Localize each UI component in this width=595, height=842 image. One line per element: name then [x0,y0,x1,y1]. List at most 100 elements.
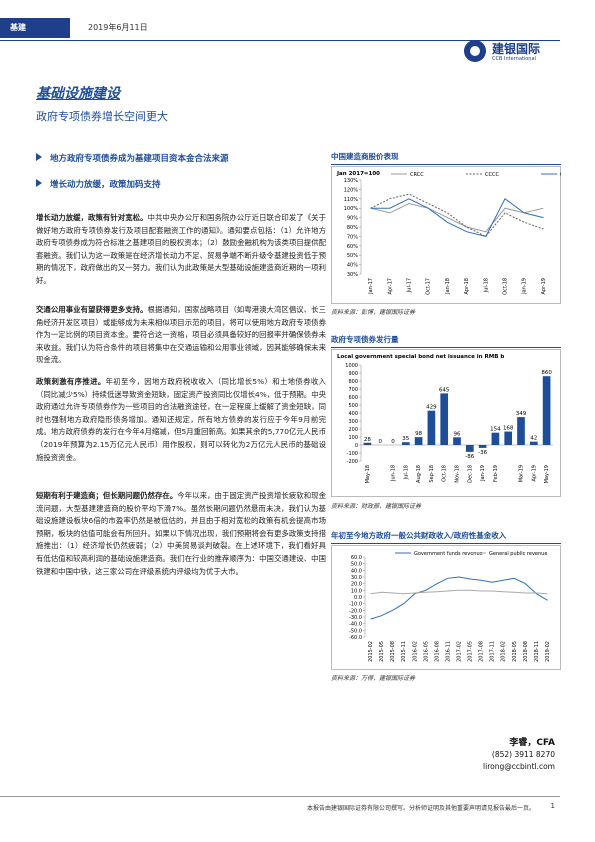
x-tick-label: 2018-08 [523,641,529,662]
y-tick-label: 40% [347,263,358,269]
y-tick-label: 20.0 [351,582,362,588]
section-title: 政府专项债券发行量 [331,334,561,348]
series-line [370,193,544,238]
y-tick-label: 300 [348,419,358,425]
x-tick-label: 2018-02 [501,641,507,662]
body-text: 根据通知，国家战略项目（如粤港澳大湾区倡议、长三角经济开发区项目）或能够成为未来… [36,305,326,365]
x-tick-label: Jan-18 [445,278,451,295]
x-tick-label: Dec-18 [467,465,473,483]
x-tick-label: Oct-18 [442,465,448,482]
source: 资料来源：彭博，建银国际证券 [331,309,416,316]
y-tick-label: -10.0 [349,602,362,608]
chart: -60.0-50.0-40.0-30.0-20.0-10.00.010.020.… [331,545,561,670]
x-tick-label: Mar-19 [519,465,525,482]
bar [465,445,474,452]
source: 资料来源：财政部，建银国际证券 [331,503,422,510]
x-tick-label: Sep-18 [429,465,435,483]
y-tick-label: 700 [348,387,358,393]
x-tick-label: 2017-02 [457,641,463,662]
bullet: 增长动力放缓，政策加码支持 [36,178,161,190]
y-tick-label: -60.0 [349,635,362,641]
x-tick-label: Jan-19 [480,465,486,482]
y-tick-label: 100 [348,435,358,441]
y-tick-label: 80% [347,225,358,231]
body-text: 年初至今，因地方政府税收收入（同比增长5%）和土地债券收入（同比减少5%）持续低… [36,377,326,462]
y-tick-label: 0 [355,443,358,449]
legend-label: Government funds revenue [414,551,483,557]
footer-note: 本报告由建银国际证券有限公司撰写。分析师证明及其他重要声明请见报告最后一页。 [306,805,535,812]
bar [401,442,410,445]
x-tick-label: May-18 [365,465,371,483]
x-tick-label: 2015-08 [390,641,396,662]
bar [504,431,513,445]
paragraph: 交通公用事业有望获得更多支持。根据通知，国家战略项目（如粤港澳大湾区倡议、长三角… [36,304,326,367]
series-line [370,198,544,237]
y-tick-label: 200 [348,427,358,433]
body-text: 今年以来，由于固定资产投资增长疲软和现金流问题，大型基建建造商的股价平均下滑7%… [36,491,326,576]
y-tick-label: -20.0 [349,608,362,614]
x-tick-label: 2018-05 [512,641,518,662]
bar [440,393,449,445]
data-label: 154 [490,427,501,433]
page-number: 1 [550,802,555,810]
x-tick-label: Apr-17 [387,278,393,295]
sector-tag: 基建 [0,18,70,38]
bullet: 地方政府专项债券成为基建项目资本金合法来源 [36,152,229,164]
lead: 短期有利于建造商；但长期问题仍然存在。 [36,491,178,500]
x-tick-label: 2015-11 [401,641,407,662]
y-tick-label: 50% [347,253,358,259]
author-phone: (852) 3911 8270 [491,750,555,759]
paragraph: 增长动力放缓，政策有针对宽松。中共中央办公厅和国务院办公厅近日联合印发了《关于做… [36,212,326,288]
y-tick-label: 900 [348,371,358,377]
y-tick-label: 120% [344,187,359,193]
x-tick-label: Oct-18 [503,278,509,295]
bar [363,442,372,445]
date: 2019年6月11日 [88,23,148,32]
y-tick-label: 0.0 [354,595,362,601]
y-tick-label: 600 [348,395,358,401]
x-tick-label: Apr-18 [464,278,470,295]
bar [491,432,500,445]
y-tick-label: 70% [347,234,358,240]
x-tick-label: 2017-11 [490,641,496,662]
paragraph: 政策刺激有序推进。年初至今，因地方政府税收收入（同比增长5%）和土地债券收入（同… [36,376,326,464]
y-tick-label: -40.0 [349,622,362,628]
paragraph: 短期有利于建造商；但长期问题仍然存在。今年以来，由于固定资产投资增长疲软和现金流… [36,490,326,578]
x-tick-label: 2018-11 [534,641,540,662]
bar [529,441,538,445]
section-title: 年初至今地方政府一般公共财政收入/政府性基金收入 [331,530,561,544]
plot-frame [331,545,561,670]
data-label: 98 [415,431,422,437]
y-tick-label: 500 [348,403,358,409]
lead: 增长动力放缓，政策有针对宽松。 [36,213,148,222]
footer-rule [0,796,560,797]
header-rule [0,40,560,41]
x-tick-label: Jul-17 [407,278,413,293]
y-tick-label: 60% [347,244,358,250]
data-label: 429 [426,405,437,411]
x-tick-label: Jan-17 [368,278,374,295]
series-line [370,589,548,595]
body-text: 中共中央办公厅和国务院办公厅近日联合印发了《关于做好地方政府专项债券发行及项目配… [36,213,326,285]
y-tick-label: 10.0 [351,588,362,594]
y-tick-label: 100% [344,206,359,212]
y-tick-label: 50.0 [351,562,362,568]
y-tick-label: 800 [348,379,358,385]
y-tick-label: 30.0 [351,575,362,581]
logo-icon [464,40,486,62]
plot-frame [331,166,561,304]
x-tick-label: Jan-19 [522,278,528,295]
data-label: 645 [439,387,450,393]
x-tick-label: May-19 [544,465,550,483]
subtitle: 政府专项债券增长空间更大 [36,110,168,123]
legend-label: CRCC [410,172,424,178]
y-tick-label: 130% [344,178,359,184]
data-label: 35 [402,436,409,442]
y-tick-label: 1000 [345,363,358,369]
title: 基础设施建设 [36,86,120,102]
bar [517,417,525,445]
y-tick-label: 400 [348,411,358,417]
bar [414,437,423,445]
y-tick-label: -50.0 [349,628,362,634]
x-tick-label: Apr-19 [541,278,547,295]
